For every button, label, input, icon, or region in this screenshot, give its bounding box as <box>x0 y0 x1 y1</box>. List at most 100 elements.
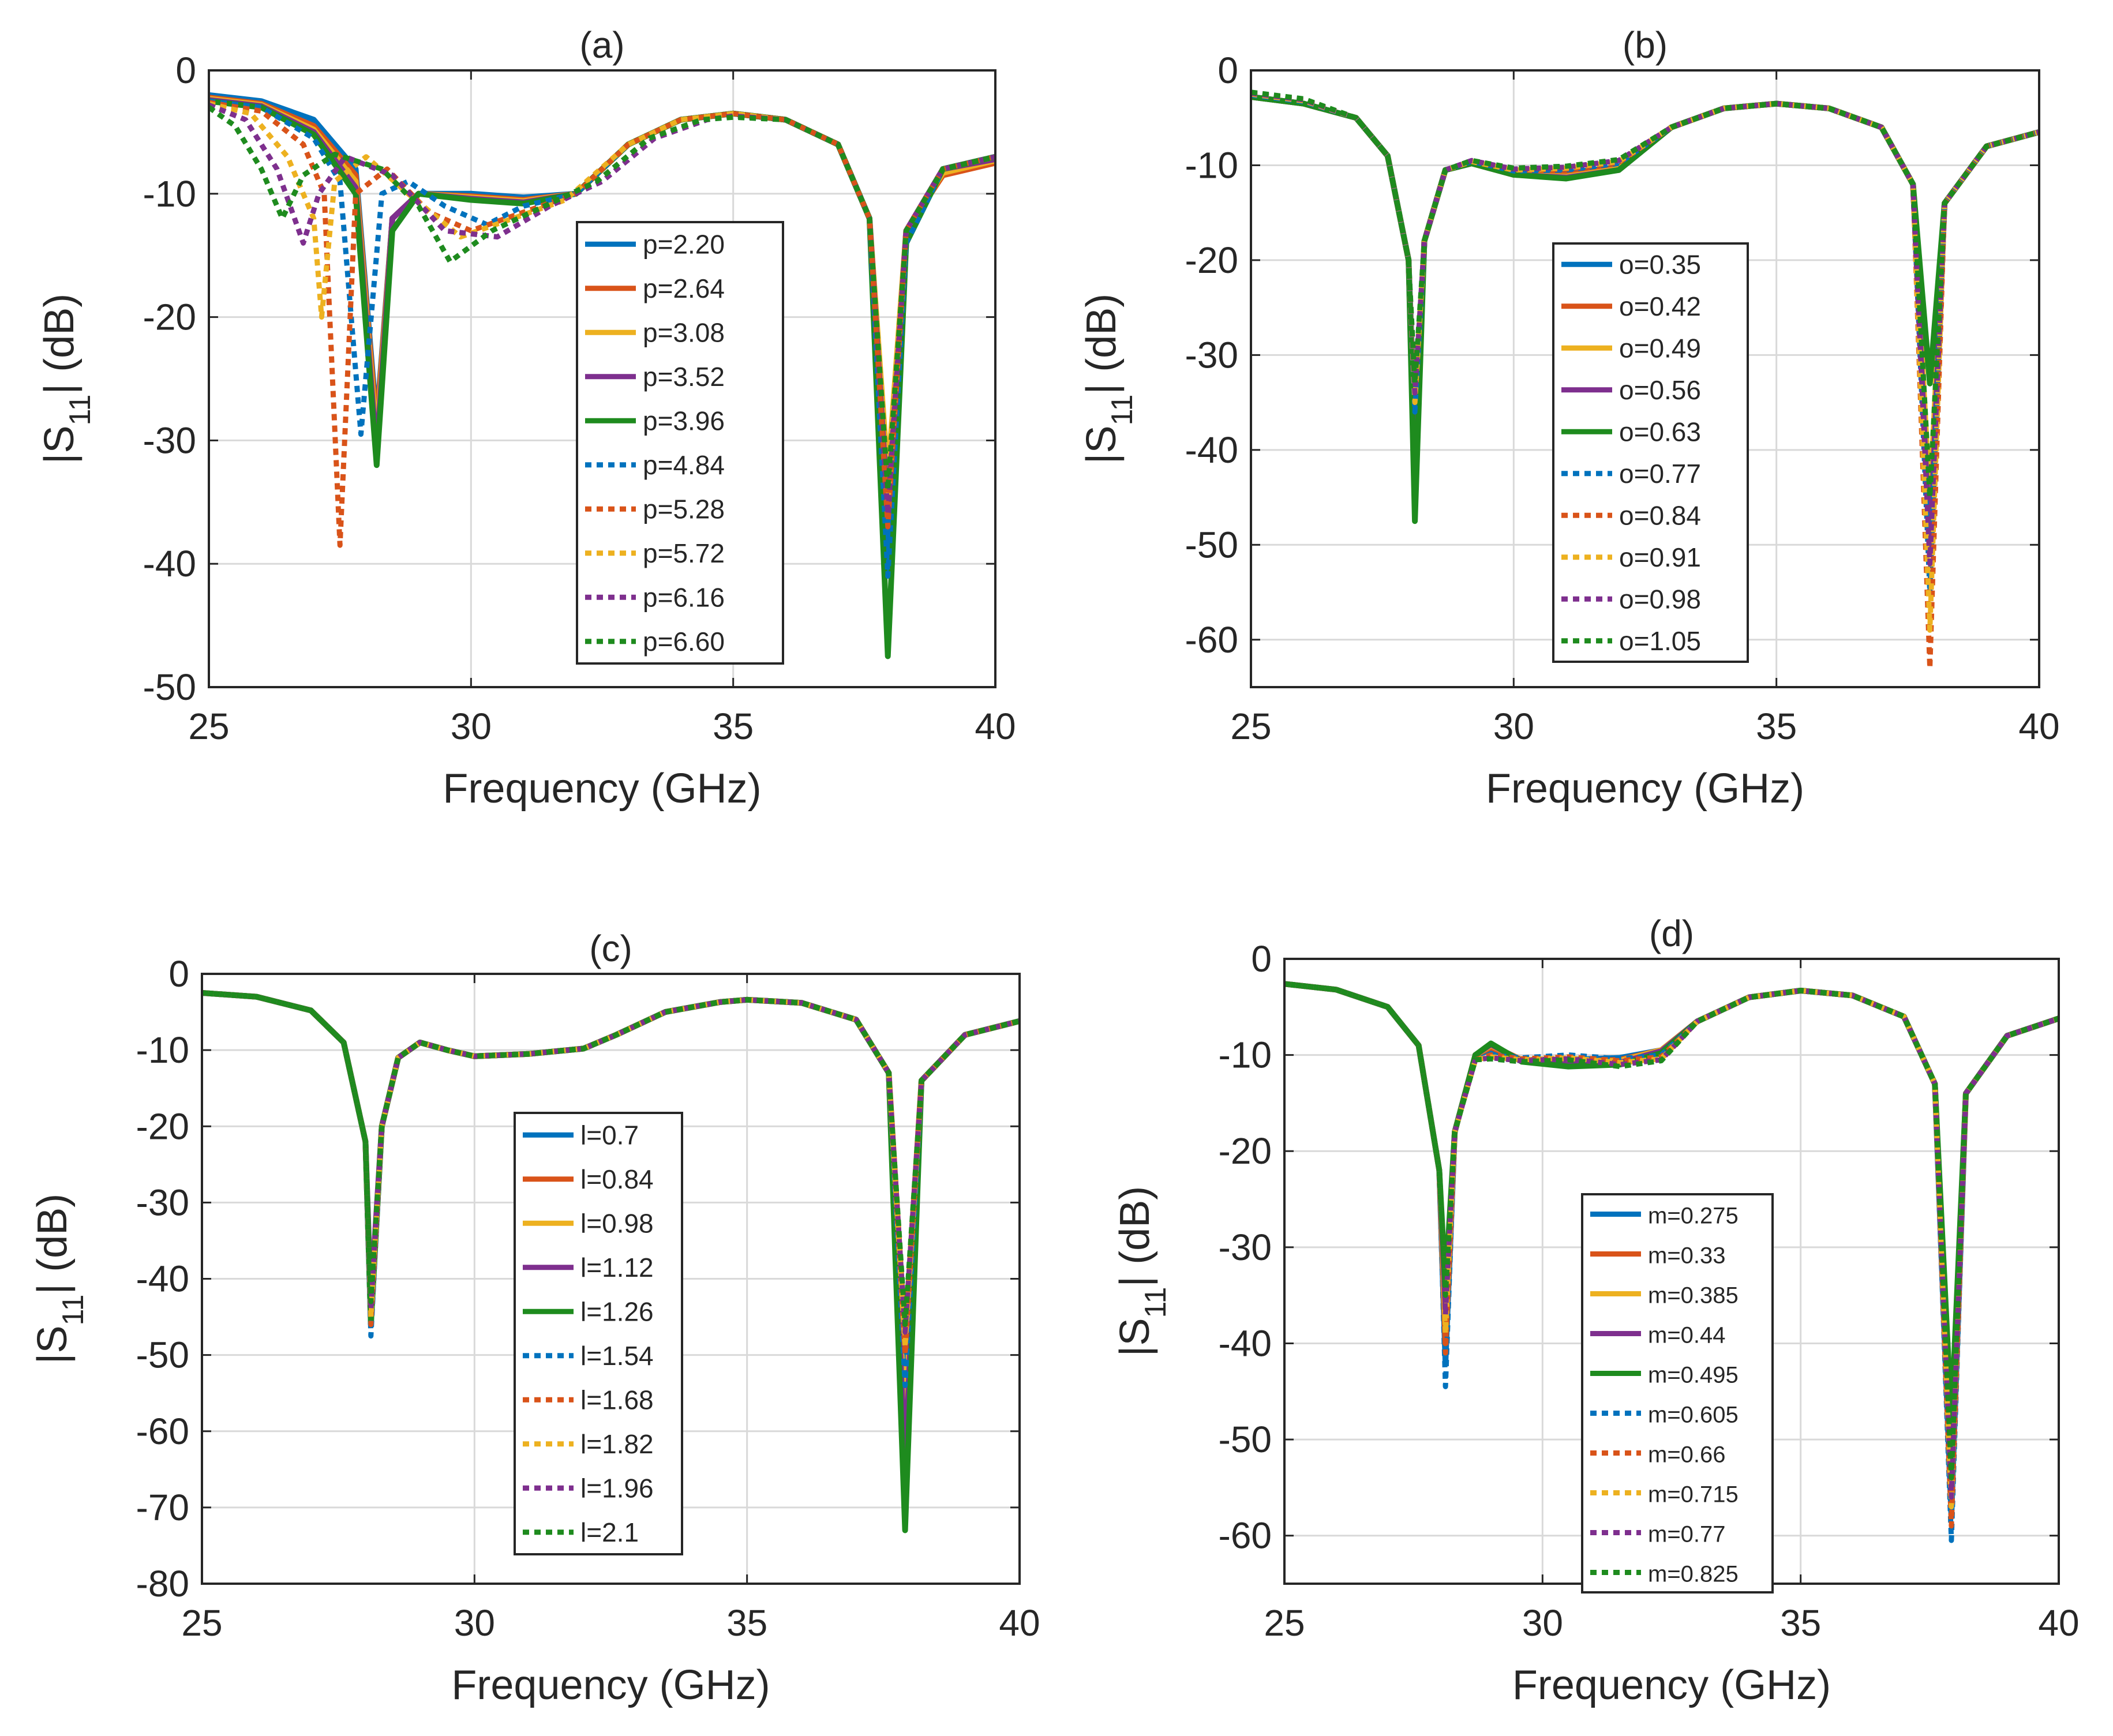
y-axis-title: |S11| (dB) <box>1112 1186 1172 1356</box>
legend-a: p=2.20 p=2.64 p=3.08 p=3.52 p=3.96 p=4.84 p=5.… <box>576 221 784 665</box>
legend-label: p=6.16 <box>643 582 725 612</box>
y-tick-label: 0 <box>175 50 196 91</box>
y-tick-label: 0 <box>168 953 189 995</box>
legend-label: l=2.1 <box>580 1517 639 1547</box>
x-tick-label: 30 <box>451 706 492 747</box>
y-tick-label: -40 <box>136 1258 190 1300</box>
panel-title-a: (a) <box>579 24 624 66</box>
legend-label: p=5.28 <box>643 494 725 524</box>
legend-label: p=4.84 <box>643 450 725 480</box>
y-axis-title-tail: | (dB) <box>36 294 83 395</box>
legend-label: m=0.715 <box>1648 1482 1739 1508</box>
y-tick-label: -40 <box>1219 1322 1272 1364</box>
x-tick-label: 40 <box>975 706 1016 747</box>
y-tick-label: -50 <box>1185 524 1239 565</box>
panel-c: 25 30 35 40 0 -10 -20 -30 -40 -50 -60 -70 -80 (c) Freq… <box>29 928 1040 1708</box>
legend-box <box>1581 1193 1774 1593</box>
y-tick-label: 0 <box>1217 50 1238 91</box>
y-tick-label: -10 <box>1185 144 1239 186</box>
x-tick-label: 35 <box>713 706 754 747</box>
y-tick-label: -30 <box>143 419 197 461</box>
legend-label: m=0.385 <box>1648 1283 1739 1308</box>
legend-label: l=0.98 <box>580 1208 654 1238</box>
legend-label: l=1.12 <box>580 1253 654 1283</box>
x-tick-label: 30 <box>454 1602 495 1644</box>
series-line-m=0.77 <box>1284 981 2059 1500</box>
legend-label: p=5.72 <box>643 538 725 568</box>
legend-c: l=0.7 l=0.84 l=0.98 l=1.12 l=1.26 l=1.54 l=1.6… <box>514 1112 683 1555</box>
legend-label: m=0.495 <box>1648 1363 1739 1388</box>
y-tick-label: -20 <box>136 1105 190 1147</box>
y-tick-label: -60 <box>136 1411 190 1452</box>
legend-label: o=0.98 <box>1619 584 1701 614</box>
series-line-m=0.715 <box>1284 981 2059 1510</box>
legend-d: m=0.275 m=0.33 m=0.385 m=0.44 m=0.495 m=0.605… <box>1581 1193 1774 1593</box>
panel-a: 25 30 35 40 0 -10 -20 -30 -40 -50 (a) Frequency (GH… <box>36 24 1016 812</box>
y-axis-title-sub: 11 <box>57 1295 90 1326</box>
x-axis-title: Frequency (GHz) <box>1512 1662 1831 1708</box>
y-tick-label: -30 <box>136 1182 190 1223</box>
legend-label: l=1.96 <box>580 1473 654 1503</box>
legend-label: m=0.66 <box>1648 1442 1726 1468</box>
legend-label: o=0.77 <box>1619 459 1701 489</box>
legend-label: o=0.63 <box>1619 417 1701 447</box>
axes-box-a <box>208 69 996 688</box>
panel-title-b: (b) <box>1623 24 1668 66</box>
legend-label: l=0.7 <box>580 1120 639 1150</box>
legend-b: o=0.35 o=0.42 o=0.49 o=0.56 o=0.63 o=0.77 o=0.… <box>1552 242 1749 663</box>
y-tick-label: -50 <box>136 1334 190 1376</box>
legend-label: o=0.56 <box>1619 375 1701 405</box>
legend-label: m=0.77 <box>1648 1522 1726 1547</box>
legend-label: l=1.54 <box>580 1341 654 1371</box>
x-tick-label: 25 <box>1264 1602 1305 1644</box>
legend-label: p=2.20 <box>643 229 725 259</box>
legend-label: o=0.42 <box>1619 291 1701 321</box>
legend-label: l=1.68 <box>580 1385 654 1415</box>
series-line-m=0.825 <box>1284 981 2059 1481</box>
legend-label: m=0.33 <box>1648 1243 1726 1269</box>
legend-label: m=0.44 <box>1648 1323 1726 1348</box>
legend-label: o=0.35 <box>1619 249 1701 279</box>
x-tick-label: 30 <box>1493 706 1534 747</box>
x-tick-label: 25 <box>188 706 229 747</box>
x-axis-title: Frequency (GHz) <box>451 1662 770 1708</box>
y-axis-title-main: |S <box>1112 1318 1158 1356</box>
axes-box-b <box>1250 69 2040 688</box>
y-axis-title: |S11| (dB) <box>29 1194 90 1364</box>
series-group-d <box>1284 981 2059 1543</box>
legend-label: o=0.91 <box>1619 542 1701 572</box>
legend-label: o=0.84 <box>1619 500 1701 530</box>
legend-label: o=0.49 <box>1619 333 1701 363</box>
x-tick-label: 25 <box>181 1602 222 1644</box>
y-tick-label: -70 <box>136 1487 190 1528</box>
y-axis-title-main: |S <box>36 425 83 464</box>
legend-label: p=3.52 <box>643 362 725 392</box>
legend-label: l=0.84 <box>580 1164 654 1194</box>
y-axis-title-tail: | (dB) <box>29 1194 76 1295</box>
series-group-c <box>202 990 1020 1533</box>
y-tick-label: -40 <box>143 543 197 584</box>
y-tick-label: -30 <box>1185 334 1239 376</box>
legend-label: p=3.96 <box>643 406 725 436</box>
x-tick-label: 30 <box>1522 1602 1563 1644</box>
series-line-o=1.05 <box>1251 89 2039 500</box>
x-tick-label: 40 <box>2038 1602 2079 1644</box>
legend-label: p=3.08 <box>643 317 725 347</box>
y-axis-title-tail: | (dB) <box>1078 294 1125 395</box>
y-tick-label: -20 <box>1219 1130 1272 1172</box>
series-group-a <box>209 92 995 659</box>
x-tick-label: 40 <box>2018 706 2059 747</box>
legend-label: m=0.605 <box>1648 1403 1739 1428</box>
y-tick-label: 0 <box>1251 938 1272 980</box>
y-axis-title-sub: 11 <box>1106 395 1139 426</box>
y-axis-title-sub: 11 <box>63 395 97 426</box>
y-axis-title: |S11| (dB) <box>36 294 97 464</box>
legend-label: p=6.60 <box>643 627 725 657</box>
x-axis-title: Frequency (GHz) <box>1486 766 1804 812</box>
legend-box <box>1552 242 1749 663</box>
x-tick-label: 35 <box>1780 1602 1821 1644</box>
panel-b: 25 30 35 40 0 -10 -20 -30 -40 -50 -60 (b) Frequency … <box>1078 24 2060 812</box>
series-line-m=0.605 <box>1284 981 2059 1543</box>
y-tick-label: -60 <box>1219 1515 1272 1557</box>
